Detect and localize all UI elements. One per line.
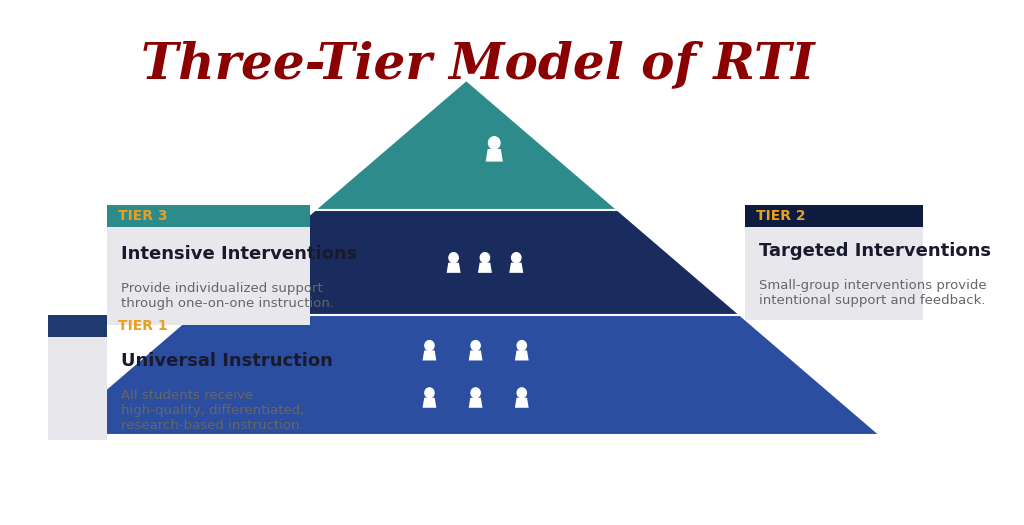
Polygon shape xyxy=(314,80,617,210)
FancyBboxPatch shape xyxy=(108,227,310,325)
Text: All students receive
high-quality, differentiated,
research-based instruction.: All students receive high-quality, diffe… xyxy=(121,389,304,432)
FancyBboxPatch shape xyxy=(744,205,924,227)
Polygon shape xyxy=(469,398,482,408)
Circle shape xyxy=(449,253,459,262)
Text: Targeted Interventions: Targeted Interventions xyxy=(759,242,991,260)
Circle shape xyxy=(517,341,526,351)
Circle shape xyxy=(480,253,489,262)
Polygon shape xyxy=(509,262,523,273)
FancyBboxPatch shape xyxy=(744,227,924,320)
Polygon shape xyxy=(423,398,436,408)
Polygon shape xyxy=(193,210,740,315)
Polygon shape xyxy=(52,315,880,435)
Text: TIER 1: TIER 1 xyxy=(119,319,168,333)
FancyBboxPatch shape xyxy=(48,315,108,337)
Text: TIER 2: TIER 2 xyxy=(756,209,806,223)
Polygon shape xyxy=(515,351,528,361)
Text: Universal Instruction: Universal Instruction xyxy=(121,352,333,370)
Text: Intensive Interventions: Intensive Interventions xyxy=(121,245,357,263)
FancyBboxPatch shape xyxy=(48,337,108,440)
Circle shape xyxy=(425,388,434,398)
FancyBboxPatch shape xyxy=(108,205,310,227)
Text: TIER 3: TIER 3 xyxy=(119,209,168,223)
Text: Three-Tier Model of RTI: Three-Tier Model of RTI xyxy=(140,40,814,89)
Polygon shape xyxy=(446,262,461,273)
Circle shape xyxy=(471,388,480,398)
Circle shape xyxy=(488,136,500,149)
Polygon shape xyxy=(515,398,528,408)
Circle shape xyxy=(471,341,480,351)
Circle shape xyxy=(512,253,521,262)
Polygon shape xyxy=(469,351,482,361)
Polygon shape xyxy=(485,149,503,162)
Circle shape xyxy=(517,388,526,398)
Polygon shape xyxy=(478,262,492,273)
Text: Provide individualized support
through one-on-one instruction.: Provide individualized support through o… xyxy=(121,282,334,310)
Text: Small-group interventions provide
intentional support and feedback.: Small-group interventions provide intent… xyxy=(759,279,986,307)
Circle shape xyxy=(425,341,434,351)
Polygon shape xyxy=(423,351,436,361)
